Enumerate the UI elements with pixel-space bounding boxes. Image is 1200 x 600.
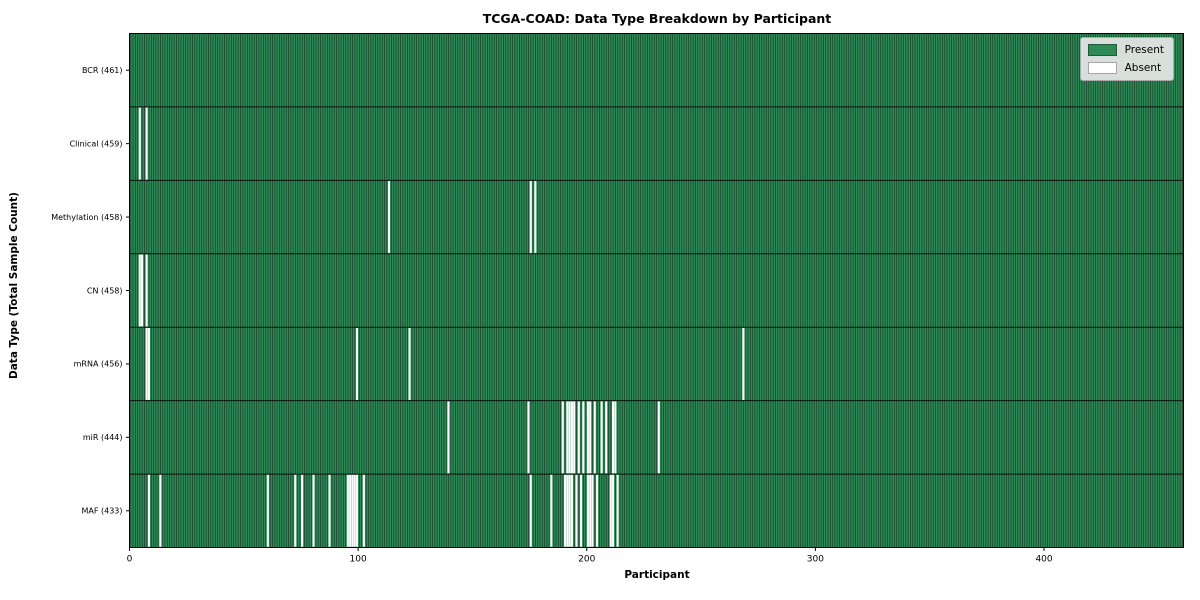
x-axis-label: Participant <box>624 569 690 581</box>
legend-swatch-absent <box>1087 62 1117 74</box>
row-band-miR <box>129 400 1184 475</box>
legend-item-absent: Absent <box>1087 62 1164 74</box>
svg-text:200: 200 <box>578 555 595 565</box>
legend-swatch-present <box>1087 44 1117 56</box>
y-tick-label-MAF: MAF (433) <box>81 507 122 516</box>
row-band-BCR <box>129 33 1184 107</box>
row-band-Clinical <box>129 106 1184 181</box>
y-tick-label-mRNA: mRNA (456) <box>74 360 123 369</box>
svg-text:300: 300 <box>807 555 824 565</box>
chart-title: TCGA-COAD: Data Type Breakdown by Partic… <box>482 11 832 26</box>
legend-label-absent: Absent <box>1124 62 1162 74</box>
svg-text:100: 100 <box>350 555 367 565</box>
y-tick-label-Clinical: Clinical (459) <box>70 139 123 148</box>
svg-text:0: 0 <box>127 555 133 565</box>
legend-item-present: Present <box>1087 44 1164 56</box>
row-band-mRNA <box>129 327 1184 401</box>
row-band-CN <box>129 253 1184 328</box>
legend-label-present: Present <box>1124 44 1164 56</box>
y-axis-ticks: BCR (461) Clinical (459) Methylation (458)… <box>51 66 130 516</box>
row-band-MAF <box>129 474 1184 548</box>
legend: Present Absent <box>1079 37 1174 81</box>
y-tick-label-Methylation: Methylation (458) <box>51 213 122 222</box>
x-axis-ticks: 0 100 200 300 400 <box>127 547 1053 565</box>
row-band-Methylation <box>129 180 1184 254</box>
y-tick-label-BCR: BCR (461) <box>82 66 123 75</box>
heatmap-rows <box>129 33 1184 548</box>
row-dividers <box>129 33 1184 548</box>
y-axis-label: Data Type (Total Sample Count) <box>8 192 20 379</box>
y-tick-label-miR: miR (444) <box>83 433 123 442</box>
svg-text:400: 400 <box>1035 555 1052 565</box>
y-tick-label-CN: CN (458) <box>87 286 123 295</box>
